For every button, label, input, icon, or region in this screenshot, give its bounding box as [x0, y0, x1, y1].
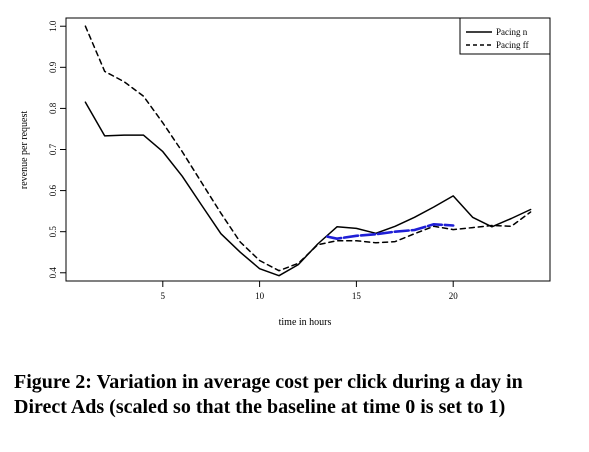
series-line-1	[84, 25, 532, 272]
x-tick-label: 10	[255, 291, 265, 301]
x-tick-label: 20	[449, 291, 459, 301]
y-tick-label: 0.8	[48, 102, 58, 114]
y-tick-label: 0.4	[48, 267, 58, 279]
x-tick-label: 5	[161, 291, 166, 301]
plot-frame	[65, 17, 551, 282]
y-axis-label: revenue per request	[19, 111, 30, 190]
series-line-0	[84, 101, 532, 277]
y-axis: 0.4 0.5 0.6 0.7 0.8 0.9 1.0	[48, 20, 66, 278]
y-tick-label: 0.5	[48, 226, 58, 238]
y-tick-label: 0.7	[48, 143, 58, 155]
y-tick-label: 0.9	[48, 61, 58, 73]
legend-label-pacing-n: Pacing n	[496, 27, 528, 37]
x-axis-label: time in hours	[279, 317, 332, 328]
figure-caption: Figure 2: Variation in average cost per …	[14, 371, 523, 418]
series-lines	[84, 25, 532, 277]
legend-label-pacing-ff: Pacing ff	[496, 40, 529, 50]
legend: Pacing n Pacing ff	[459, 17, 551, 55]
series-line-2	[326, 223, 455, 240]
line-chart: 5 10 15 20 0.4 0.5 0.6 0.7 0.8 0.9 1.0 time in ho…	[19, 17, 551, 328]
y-tick-label: 0.6	[48, 184, 58, 196]
y-tick-label: 1.0	[48, 20, 58, 32]
legend-box	[459, 17, 551, 55]
x-axis: 5 10 15 20	[161, 281, 459, 301]
x-tick-label: 15	[352, 291, 362, 301]
